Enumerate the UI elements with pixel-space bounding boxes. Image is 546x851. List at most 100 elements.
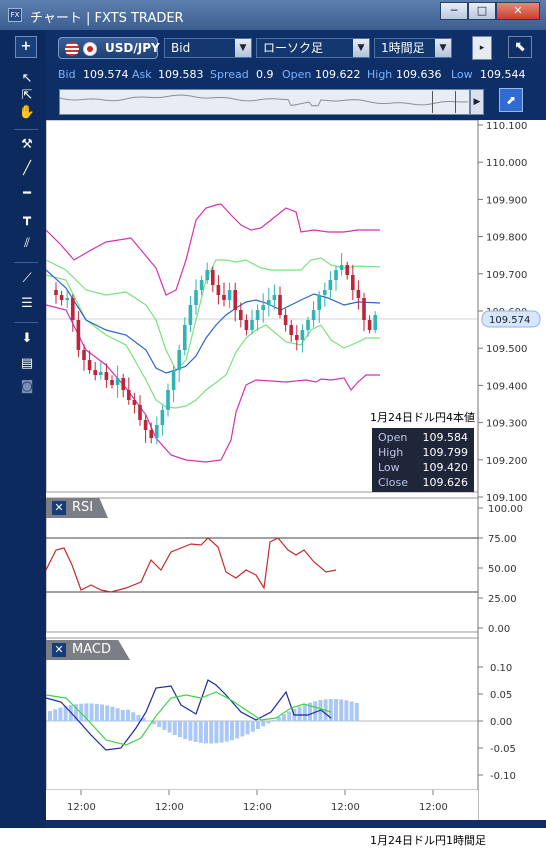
vertical-line-icon[interactable]: ┳ [23, 211, 31, 226]
candle-body [93, 370, 97, 375]
candle-body [194, 290, 198, 305]
minimize-button[interactable]: ─ [440, 2, 468, 20]
macd-histogram-bar [271, 719, 276, 722]
close-button[interactable]: ✕ [496, 2, 540, 20]
drawing-toolbar: + ↖ ⇱ ✋ ⚒ ╱ ━ ┳ ⫽ ⟋ ☰ ⬇ ▤ ◙ [0, 30, 46, 828]
hammer-icon[interactable]: ⚒ [21, 137, 33, 152]
candle-body [222, 295, 226, 300]
app-icon: FX [8, 8, 22, 22]
price-tick-label: 109.700 [486, 270, 527, 281]
candle-body [138, 405, 142, 420]
macd-histogram-bar [297, 706, 302, 722]
macd-histogram-bar [105, 705, 110, 722]
candle-body [300, 330, 305, 340]
hand-icon[interactable]: ✋ [18, 105, 36, 120]
candle-body [283, 315, 288, 325]
detach-icon[interactable]: ⬉ [508, 36, 532, 58]
toolbar-scroll-right[interactable]: ▸ [472, 36, 492, 60]
candle-body [54, 290, 58, 295]
macd-tick-label: 0.10 [490, 663, 512, 674]
macd-histogram-bar [256, 721, 260, 730]
macd-histogram-bar [308, 702, 312, 722]
chart-area[interactable]: 110.100 110.000 109.900 109.800 109.700 109.6… [45, 119, 546, 820]
add-icon[interactable]: + [15, 36, 37, 58]
timeframe-select[interactable]: 1時間足 ▼ [374, 38, 452, 58]
current-price-badge [481, 310, 541, 328]
macd-histogram-bar [100, 704, 104, 722]
candle-body [149, 430, 153, 438]
chart-style-select[interactable]: ローソク足 ▼ [256, 38, 370, 58]
fan-icon[interactable]: ⟋ [22, 271, 32, 286]
rsi-panel-tab[interactable]: ✕ RSI [46, 498, 108, 518]
price-type-select[interactable]: Bid ▼ [164, 38, 252, 58]
candle-body [205, 270, 209, 280]
candle-body [160, 410, 165, 425]
timeframe-value: 1時間足 [381, 41, 425, 55]
navigator-right-arrow[interactable]: ▶ [470, 89, 484, 115]
close-icon[interactable]: ✕ [52, 501, 66, 515]
candle-body [367, 320, 372, 330]
macd-histogram-bar [58, 707, 63, 722]
macd-histogram-bar [89, 703, 94, 722]
candle-body [323, 290, 327, 295]
fibonacci-icon[interactable]: ☰ [21, 296, 33, 311]
rsi-tick-label: 50.00 [488, 564, 517, 575]
title-bar[interactable]: FX チャート | FXTS TRADER ─ □ ✕ [0, 0, 546, 30]
macd-histogram-bar [235, 721, 240, 739]
trendline-icon[interactable]: ╱ [23, 161, 31, 176]
camera-icon[interactable]: ◙ [20, 379, 34, 394]
navigator-expand-button[interactable]: ⬈ [499, 88, 523, 112]
macd-tick-label: 0.00 [490, 717, 512, 728]
chevron-down-icon: ▼ [353, 39, 369, 57]
macd-histogram-bar [245, 721, 250, 735]
ohlc-high-value: 109.799 [422, 446, 469, 459]
macd-histogram-bar [157, 721, 162, 728]
macd-tick-label: -0.05 [490, 744, 516, 755]
macd-histogram-bar [74, 704, 78, 722]
candle-body [272, 295, 277, 300]
macd-histogram-bar [167, 721, 172, 733]
chart-navigator[interactable] [59, 89, 470, 115]
macd-histogram-bar [287, 711, 292, 722]
bid-value: 109.574 [83, 68, 129, 81]
close-icon[interactable]: ✕ [52, 643, 66, 657]
macd-histogram-bar [209, 721, 214, 744]
price-tick-label: 109.800 [486, 233, 527, 244]
candle-body [65, 298, 69, 300]
macd-histogram-bar [110, 706, 115, 722]
macd-histogram-bar [240, 721, 245, 737]
candle-body [250, 320, 254, 330]
candle-body [87, 360, 92, 370]
download-icon[interactable]: ⬇ [21, 331, 33, 346]
chevron-down-icon: ▼ [435, 39, 451, 57]
horizontal-line-icon[interactable]: ━ [23, 186, 31, 201]
macd-histogram-bar [172, 721, 177, 735]
currency-pair-label: USD/JPY [105, 41, 160, 55]
macd-panel-tab[interactable]: ✕ MACD [46, 640, 130, 660]
cursor-icon[interactable]: ↖ [21, 71, 33, 86]
bollinger-upper-line [45, 203, 380, 296]
macd-histogram-bar [146, 720, 151, 722]
chart-style-value: ローソク足 [263, 41, 324, 55]
open-value: 109.622 [315, 68, 361, 81]
candle-body [211, 270, 215, 285]
macd-histogram-bar [266, 721, 271, 724]
candle-body [110, 380, 114, 385]
macd-histogram-bar [204, 721, 208, 744]
macd-histogram-bar [219, 721, 224, 743]
restore-button[interactable]: □ [468, 2, 496, 20]
currency-pair-button[interactable]: USD/JPY [58, 37, 160, 59]
candle-body [166, 390, 170, 410]
candle-body [188, 305, 193, 325]
ohlc-open-value: 109.584 [422, 431, 469, 444]
ohlc-close-label: Close [378, 476, 408, 489]
macd-histogram-bar [94, 703, 99, 722]
list-icon[interactable]: ▤ [20, 356, 34, 371]
rsi-pane [45, 497, 479, 633]
parallel-lines-icon[interactable]: ⫽ [24, 236, 30, 251]
ohlc-info-box: Open 109.584 High 109.799 Low 109.420 Cl… [372, 428, 474, 492]
macd-histogram-bar [354, 703, 359, 722]
crosshair-cursor-icon[interactable]: ⇱ [21, 88, 33, 103]
axis-bg [480, 120, 546, 820]
macd-histogram-bar [334, 699, 338, 722]
